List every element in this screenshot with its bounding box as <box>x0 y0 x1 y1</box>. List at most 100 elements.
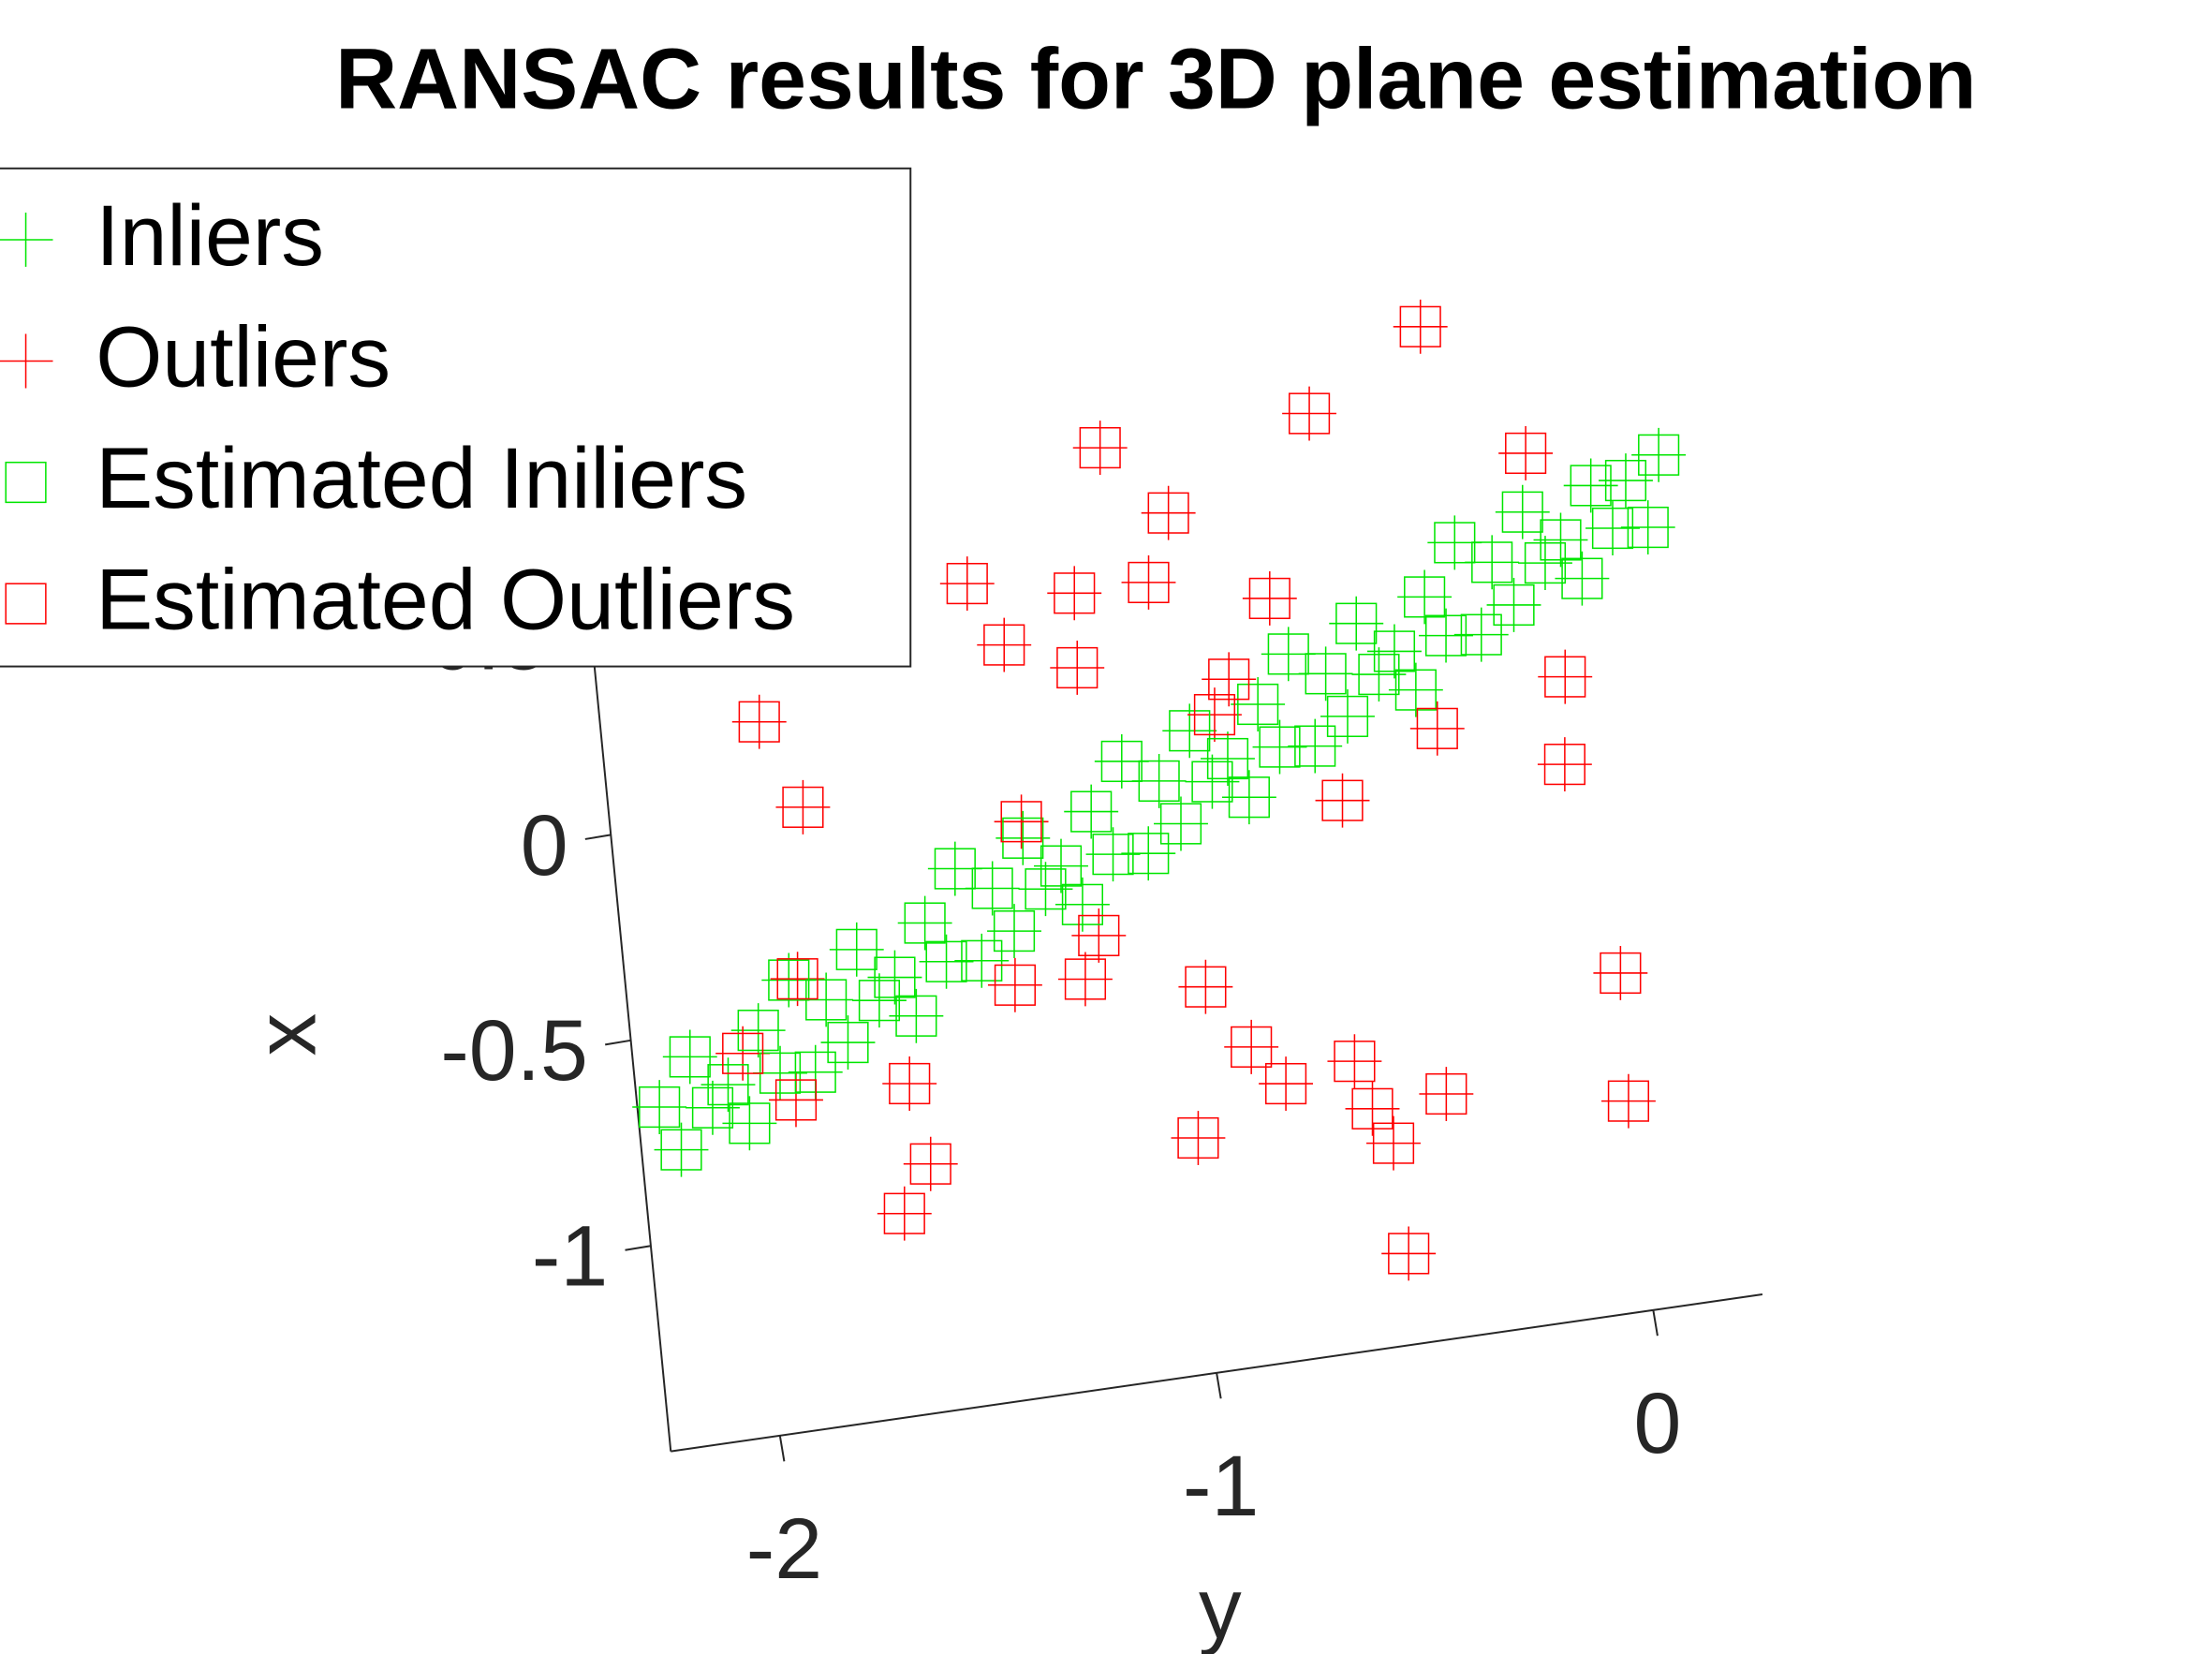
marker-plus <box>1555 551 1610 606</box>
marker-plus <box>1178 959 1233 1014</box>
marker-plus <box>1054 877 1110 932</box>
marker-square <box>722 1032 764 1074</box>
y-tick-label: 0 <box>521 798 568 893</box>
marker-square <box>904 902 946 944</box>
marker-square <box>1321 779 1364 821</box>
marker-square <box>1591 507 1634 550</box>
marker-plus <box>1072 421 1128 476</box>
marker-square <box>1638 434 1680 476</box>
marker-plus <box>731 694 787 749</box>
marker-plus <box>1252 719 1307 775</box>
marker-square <box>1061 883 1104 925</box>
marker-plus <box>1162 703 1217 759</box>
legend: Inliers Outliers Estimated Iniliers Estimat… <box>0 167 912 668</box>
marker-plus <box>919 934 974 989</box>
x-tick-label: 0 <box>1633 1376 1681 1471</box>
marker-square <box>1604 459 1647 502</box>
marker-square <box>1288 392 1331 435</box>
marker-plus <box>1419 608 1473 663</box>
marker-square <box>961 939 1003 982</box>
marker-plus <box>1057 952 1113 1007</box>
series <box>715 299 1656 1281</box>
marker-plus <box>1187 687 1242 743</box>
marker-plus <box>1498 425 1554 480</box>
marker-square <box>1493 583 1535 627</box>
marker-square <box>729 1102 771 1145</box>
marker-plus <box>820 1015 876 1071</box>
marker-square <box>1305 653 1347 695</box>
marker-square <box>889 1062 931 1105</box>
marker-plus <box>829 922 884 977</box>
marker-plus <box>1599 453 1653 509</box>
marker-square <box>669 1036 711 1078</box>
marker-square <box>1056 646 1099 689</box>
marker-plus <box>1620 500 1675 554</box>
marker-square <box>895 995 937 1037</box>
marker-plus <box>1018 862 1073 917</box>
marker-square <box>1334 1041 1376 1083</box>
marker-plus <box>1201 731 1255 786</box>
marker-square <box>1248 577 1290 620</box>
chart-title: RANSAC results for 3D plane estimation <box>335 32 1976 127</box>
marker-plus <box>987 957 1042 1012</box>
marker-square <box>1600 952 1642 995</box>
marker-square <box>5 461 47 504</box>
marker-square <box>1191 761 1233 803</box>
x-tick-label: -2 <box>746 1501 822 1597</box>
marker-square <box>827 1021 869 1064</box>
marker-plus <box>1224 1019 1279 1074</box>
marker-plus <box>1351 647 1407 702</box>
y-tick <box>625 1245 652 1251</box>
marker-square <box>994 964 1037 1006</box>
marker-plus <box>1034 838 1088 893</box>
marker-plus <box>700 1057 756 1113</box>
marker-square <box>1561 557 1603 599</box>
marker-plus <box>1071 908 1127 963</box>
series <box>632 427 1687 1177</box>
marker-plus <box>1600 1073 1656 1129</box>
marker-square <box>1424 614 1467 657</box>
marker-plus <box>954 933 1010 988</box>
marker-square <box>909 1143 951 1185</box>
marker-plus <box>882 1056 937 1111</box>
legend-box <box>0 167 912 668</box>
marker-plus <box>1533 512 1588 568</box>
legend-label: Estimated Outliers <box>96 553 795 648</box>
marker-square <box>639 1085 681 1129</box>
marker-square <box>1000 801 1042 843</box>
marker-plus <box>1563 458 1618 513</box>
marker-square <box>1040 845 1083 887</box>
marker-square <box>1627 506 1669 549</box>
marker-square <box>1169 710 1211 752</box>
marker-square <box>1231 1026 1273 1068</box>
marker-square <box>805 979 848 1021</box>
marker-square <box>1159 803 1202 845</box>
marker-plus <box>0 213 53 267</box>
marker-square <box>1070 790 1113 833</box>
marker-plus <box>0 333 53 389</box>
marker-plus <box>1409 701 1465 756</box>
marker-plus <box>1327 1034 1382 1089</box>
marker-square <box>1570 465 1612 507</box>
marker-square <box>1607 1080 1650 1122</box>
legend-label: Inliers <box>96 188 324 284</box>
marker-square <box>1064 958 1107 1000</box>
marker-plus <box>1381 1226 1437 1281</box>
marker-square <box>874 956 916 998</box>
marker-plus <box>851 973 907 1028</box>
marker-square <box>1543 744 1585 786</box>
marker-plus <box>1518 536 1572 591</box>
marker-square <box>1335 602 1378 644</box>
marker-square <box>1259 726 1301 768</box>
marker-plus <box>939 556 995 612</box>
x-tick <box>778 1435 786 1462</box>
marker-plus <box>903 1136 958 1191</box>
marker-square <box>1505 432 1547 475</box>
marker-square <box>1544 656 1586 698</box>
marker-plus <box>877 1186 932 1241</box>
marker-square <box>660 1129 702 1171</box>
marker-square <box>1404 576 1446 618</box>
marker-square <box>983 624 1025 666</box>
marker-plus <box>1453 607 1509 662</box>
